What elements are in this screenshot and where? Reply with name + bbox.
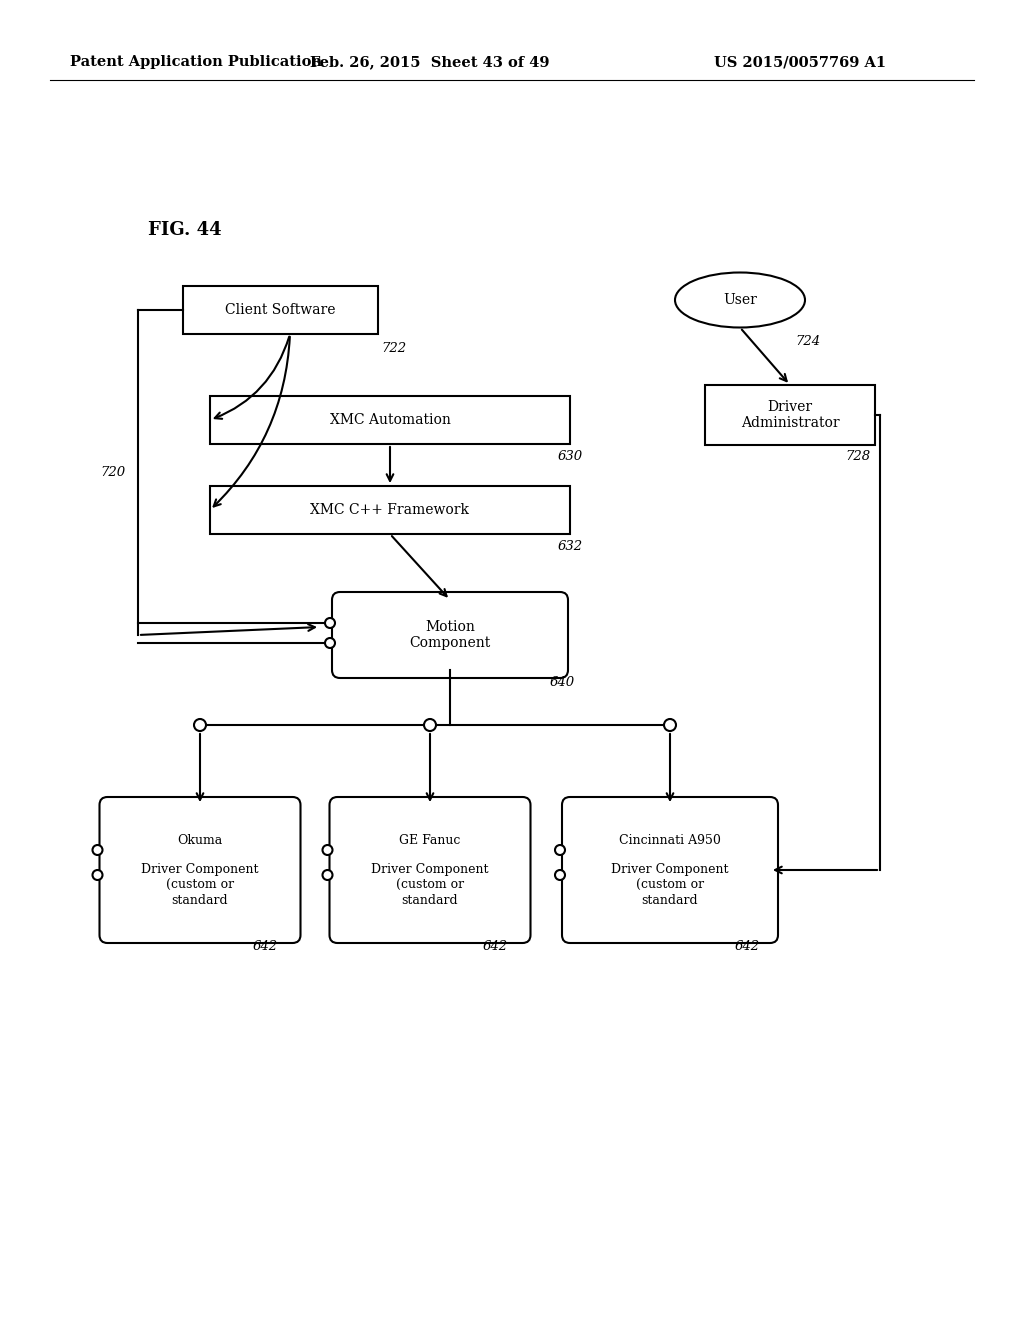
- Circle shape: [92, 870, 102, 880]
- Text: Patent Application Publication: Patent Application Publication: [70, 55, 322, 69]
- Text: 722: 722: [382, 342, 407, 355]
- Text: XMC C++ Framework: XMC C++ Framework: [310, 503, 469, 517]
- Text: 630: 630: [558, 450, 583, 462]
- Text: 640: 640: [550, 676, 575, 689]
- Text: GE Fanuc

Driver Component
(custom or
standard: GE Fanuc Driver Component (custom or sta…: [372, 833, 488, 907]
- Text: FIG. 44: FIG. 44: [148, 220, 221, 239]
- Text: Cincinnati A950

Driver Component
(custom or
standard: Cincinnati A950 Driver Component (custom…: [611, 833, 729, 907]
- FancyBboxPatch shape: [182, 286, 378, 334]
- Text: Driver
Administrator: Driver Administrator: [740, 400, 840, 430]
- Circle shape: [323, 870, 333, 880]
- Text: 720: 720: [100, 466, 125, 479]
- Circle shape: [325, 618, 335, 628]
- Circle shape: [323, 845, 333, 855]
- Text: Motion
Component: Motion Component: [410, 620, 490, 651]
- Text: 728: 728: [845, 450, 870, 463]
- Circle shape: [555, 845, 565, 855]
- Text: 642: 642: [482, 940, 508, 953]
- FancyBboxPatch shape: [210, 396, 570, 444]
- Circle shape: [92, 845, 102, 855]
- FancyBboxPatch shape: [705, 385, 874, 445]
- Text: 632: 632: [558, 540, 583, 553]
- FancyBboxPatch shape: [562, 797, 778, 942]
- Text: 642: 642: [253, 940, 278, 953]
- Text: User: User: [723, 293, 757, 308]
- Text: 642: 642: [735, 940, 760, 953]
- Circle shape: [194, 719, 206, 731]
- FancyBboxPatch shape: [332, 591, 568, 678]
- Circle shape: [664, 719, 676, 731]
- Circle shape: [325, 638, 335, 648]
- FancyBboxPatch shape: [99, 797, 300, 942]
- Circle shape: [424, 719, 436, 731]
- Text: XMC Automation: XMC Automation: [330, 413, 451, 426]
- FancyBboxPatch shape: [210, 486, 570, 535]
- Ellipse shape: [675, 272, 805, 327]
- Text: Okuma

Driver Component
(custom or
standard: Okuma Driver Component (custom or standa…: [141, 833, 259, 907]
- Text: US 2015/0057769 A1: US 2015/0057769 A1: [714, 55, 886, 69]
- Text: 724: 724: [795, 335, 820, 348]
- FancyBboxPatch shape: [330, 797, 530, 942]
- Text: Feb. 26, 2015  Sheet 43 of 49: Feb. 26, 2015 Sheet 43 of 49: [310, 55, 550, 69]
- Text: Client Software: Client Software: [224, 304, 335, 317]
- Circle shape: [555, 870, 565, 880]
